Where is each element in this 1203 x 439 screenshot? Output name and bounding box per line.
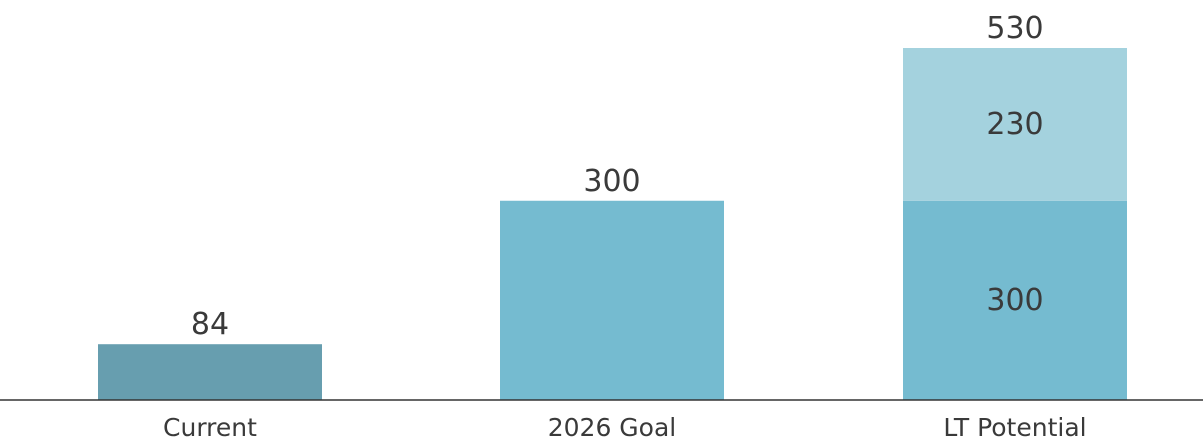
data-label: 300 — [986, 283, 1043, 318]
data-labels: 84 300 300 230 530 — [191, 11, 1044, 342]
bars — [98, 48, 1127, 400]
x-tick-label: Current — [163, 413, 257, 439]
x-tick-labels: Current 2026 Goal LT Potential — [163, 413, 1087, 439]
x-tick-label: LT Potential — [943, 413, 1086, 439]
bar-segment-lt-potential-3 — [903, 48, 1127, 201]
total-label: 530 — [986, 11, 1043, 46]
bar-segment-current-0 — [98, 344, 322, 400]
bar-segment-2026-goal-1 — [500, 200, 724, 400]
data-label: 230 — [986, 107, 1043, 142]
x-tick-label: 2026 Goal — [548, 413, 677, 439]
data-label: 84 — [191, 307, 229, 342]
data-label: 300 — [583, 164, 640, 199]
bar-segment-lt-potential-2 — [903, 200, 1127, 400]
